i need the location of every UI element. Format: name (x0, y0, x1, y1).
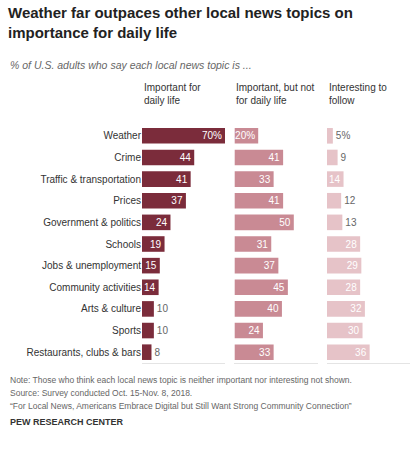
svg-text:Important, but notfor daily li: Important, but notfor daily life (236, 82, 315, 106)
svg-text:Prices: Prices (113, 195, 141, 206)
svg-text:Source: Survey conducted Oct.: Source: Survey conducted Oct. 15-Nov. 8,… (10, 388, 192, 398)
svg-text:Traffic & transportation: Traffic & transportation (40, 174, 141, 185)
svg-text:Restaurants, clubs & bars: Restaurants, clubs & bars (27, 347, 142, 358)
svg-text:19: 19 (150, 239, 162, 250)
svg-text:41: 41 (269, 195, 281, 206)
svg-text:14: 14 (144, 282, 156, 293)
svg-text:Government & politics: Government & politics (43, 217, 141, 228)
svg-text:5%: 5% (336, 130, 351, 141)
svg-text:10: 10 (157, 303, 169, 314)
svg-text:28: 28 (346, 239, 358, 250)
svg-text:“For Local News, Americans Emb: “For Local News, Americans Embrace Digit… (10, 401, 352, 411)
svg-text:Sports: Sports (112, 325, 141, 336)
svg-text:30: 30 (348, 325, 360, 336)
svg-text:Community activities: Community activities (49, 282, 141, 293)
svg-text:45: 45 (273, 282, 285, 293)
svg-text:37: 37 (264, 260, 276, 271)
svg-text:44: 44 (180, 152, 192, 163)
svg-text:24: 24 (248, 325, 260, 336)
svg-text:Interesting tofollow: Interesting tofollow (329, 82, 387, 106)
svg-text:13: 13 (345, 217, 357, 228)
svg-text:% of U.S. adults who say each: % of U.S. adults who say each local news… (10, 59, 252, 71)
svg-text:PEW RESEARCH CENTER: PEW RESEARCH CENTER (10, 417, 124, 427)
svg-text:15: 15 (145, 260, 157, 271)
svg-text:41: 41 (176, 174, 188, 185)
svg-text:Arts & culture: Arts & culture (81, 303, 141, 314)
svg-text:70%: 70% (202, 130, 222, 141)
svg-text:8: 8 (154, 347, 160, 358)
svg-text:Jobs & unemployment: Jobs & unemployment (42, 260, 141, 271)
svg-text:14: 14 (329, 174, 341, 185)
svg-text:31: 31 (257, 239, 269, 250)
svg-text:29: 29 (347, 260, 359, 271)
svg-text:Weather far outpaces other loc: Weather far outpaces other local news to… (8, 4, 353, 41)
svg-text:41: 41 (269, 152, 281, 163)
svg-text:Note: Those who think each loc: Note: Those who think each local news to… (10, 375, 352, 385)
svg-text:33: 33 (259, 347, 271, 358)
svg-text:Important fordaily life: Important fordaily life (144, 82, 201, 106)
svg-text:24: 24 (156, 217, 168, 228)
svg-text:10: 10 (157, 325, 169, 336)
svg-text:40: 40 (267, 303, 279, 314)
svg-text:33: 33 (259, 174, 271, 185)
svg-text:Crime: Crime (114, 152, 141, 163)
svg-text:50: 50 (279, 217, 291, 228)
svg-text:Schools: Schools (105, 239, 141, 250)
svg-text:37: 37 (171, 195, 183, 206)
svg-text:9: 9 (341, 152, 347, 163)
svg-text:12: 12 (344, 195, 356, 206)
svg-text:20%: 20% (235, 130, 255, 141)
svg-text:28: 28 (346, 282, 358, 293)
svg-text:Weather: Weather (103, 130, 141, 141)
svg-text:36: 36 (355, 347, 367, 358)
svg-text:32: 32 (350, 303, 362, 314)
